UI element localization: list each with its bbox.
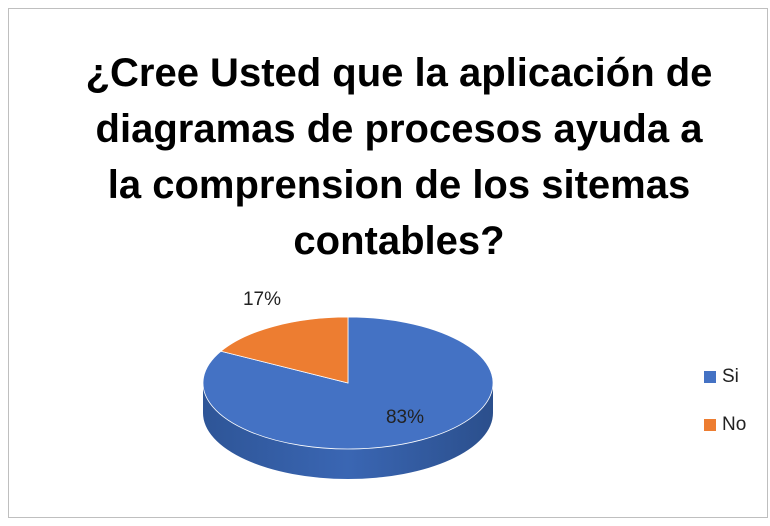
legend-label: Si xyxy=(722,366,739,387)
legend-swatch xyxy=(704,371,716,383)
data-label: 83% xyxy=(386,407,424,428)
chart-title: ¿Cree Usted que la aplicación de diagram… xyxy=(85,51,713,263)
pie-side xyxy=(203,383,493,479)
legend-label: No xyxy=(722,414,746,435)
pie-slice xyxy=(220,316,349,384)
data-label: 17% xyxy=(243,289,281,310)
legend-swatch xyxy=(704,419,716,431)
